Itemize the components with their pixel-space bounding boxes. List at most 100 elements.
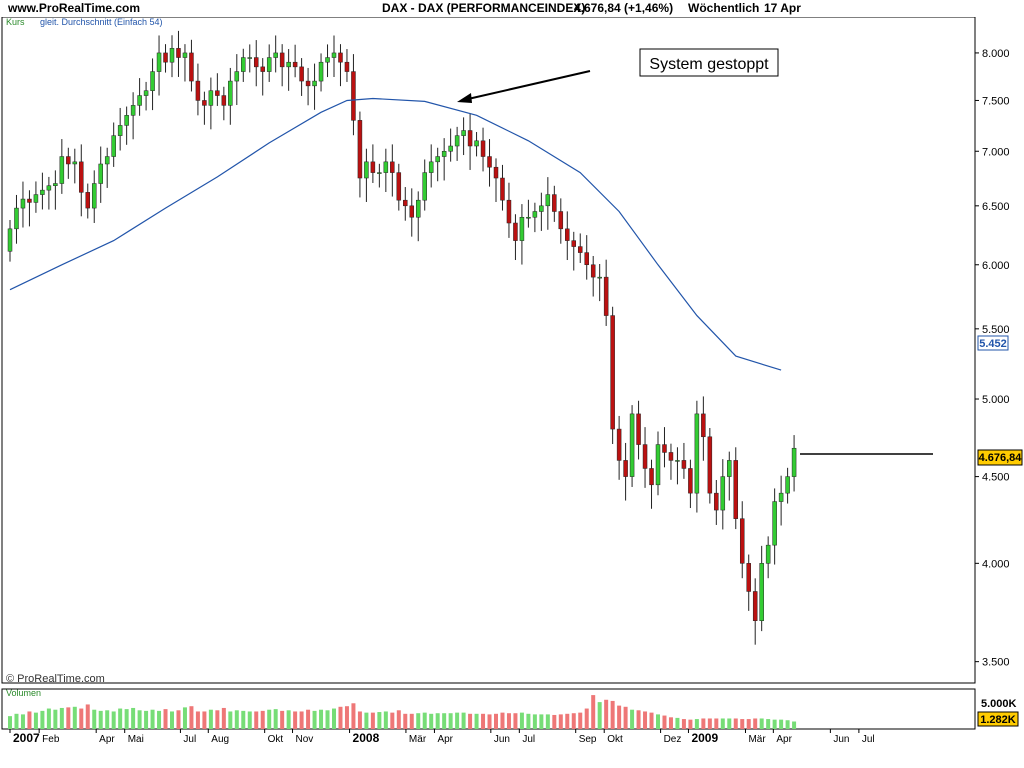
candle-body	[156, 52, 162, 72]
volume-bar	[59, 707, 64, 729]
volume-bar	[118, 708, 123, 729]
annotation-text: System gestoppt	[649, 56, 769, 73]
candle-body	[558, 211, 564, 230]
candle-body	[480, 140, 486, 157]
candle-body	[234, 71, 240, 82]
moving-average-line	[9, 97, 782, 371]
volume-bar	[649, 712, 654, 729]
x-tick-label: Nov	[296, 734, 314, 745]
volume-bar	[202, 711, 207, 729]
candle-body	[714, 492, 719, 511]
candle-body	[435, 156, 440, 163]
volume-bar	[241, 710, 246, 729]
volume-bar	[578, 712, 583, 729]
site-name[interactable]: www.ProRealTime.com	[8, 1, 141, 15]
volume-bar	[604, 699, 609, 729]
volume-bar	[416, 713, 421, 729]
volume-bar	[785, 720, 790, 729]
candle-body	[72, 161, 78, 165]
instrument-name: DAX - DAX (PERFORMANCEINDEX)	[382, 1, 586, 15]
volume-bar	[124, 709, 129, 729]
candle-body	[299, 66, 304, 82]
candle-body	[597, 276, 602, 279]
volume-bar	[176, 710, 181, 729]
volume-bar	[306, 709, 311, 729]
candle-body	[111, 135, 116, 157]
y-tick-label: 5.000	[982, 394, 1010, 406]
volume-bar	[526, 713, 531, 729]
candle-body	[33, 194, 39, 203]
candle-body	[739, 518, 745, 564]
volume-bar	[532, 714, 537, 729]
volume-bar	[429, 713, 434, 729]
volume-bar	[390, 712, 395, 729]
candle-body	[675, 460, 680, 462]
volume-bar	[157, 710, 162, 729]
candle-body	[448, 145, 453, 152]
candle-body	[565, 228, 570, 241]
x-tick-label: Jul	[522, 734, 535, 745]
volume-bar	[448, 713, 453, 729]
volume-bar	[72, 706, 77, 729]
candle-body	[247, 57, 253, 59]
candle-body	[390, 161, 395, 173]
volume-bar	[422, 712, 427, 729]
volume-bar	[273, 709, 278, 729]
x-tick-label: Jul	[862, 734, 875, 745]
candle-body	[694, 413, 700, 494]
volume-bar	[144, 710, 149, 729]
period-label: Wöchentlich	[688, 1, 760, 15]
volume-bar	[558, 714, 563, 729]
volume-bar	[111, 711, 116, 729]
x-tick-label: Okt	[268, 734, 284, 745]
volume-bar	[8, 716, 12, 729]
volume-bar	[539, 714, 544, 729]
volume-bar	[33, 712, 38, 729]
volume-bar	[150, 709, 155, 729]
volume-bar	[552, 714, 557, 729]
candle-body	[331, 52, 337, 58]
y-tick-label: 6.500	[982, 201, 1010, 213]
candle-body	[91, 183, 97, 209]
volume-bar	[189, 706, 194, 729]
candle-body	[513, 222, 518, 241]
chart-canvas[interactable]: 3.500 4.000 4.500 5.000 5.500 6.000 6.500 7.000…	[0, 17, 1024, 768]
candle-body	[318, 61, 324, 82]
volume-bar	[597, 702, 602, 729]
volume-bar	[656, 714, 660, 729]
candle-body	[312, 80, 317, 87]
volume-bar	[370, 712, 375, 729]
candle-body	[98, 163, 103, 184]
volume-bar	[701, 718, 706, 729]
candle-body	[176, 48, 181, 58]
candle-body	[545, 194, 551, 207]
candle-body	[85, 192, 91, 209]
candle-body	[636, 413, 641, 445]
candle-body	[338, 52, 343, 63]
x-tick-label: Jun	[833, 734, 849, 745]
y-tick-label: 3.500	[982, 657, 1010, 669]
candle-body	[720, 476, 726, 511]
annotation-box	[639, 48, 779, 77]
volume-bar	[513, 713, 518, 729]
volume-bar	[720, 718, 725, 729]
volume-bar	[383, 711, 388, 729]
date-label: 17 Apr	[764, 1, 801, 15]
candle-body	[305, 80, 311, 87]
volume-bar	[105, 710, 110, 729]
volume-bar	[474, 713, 479, 729]
candle-body	[104, 156, 110, 165]
ma-price-tag	[977, 335, 1009, 351]
candle-body	[577, 246, 583, 253]
candle-body	[117, 125, 123, 136]
volume-bar	[221, 707, 226, 729]
candle-body	[467, 130, 473, 147]
volume-bar	[53, 709, 58, 729]
candle-body	[493, 166, 499, 179]
volume-bar	[163, 709, 168, 729]
candle-body	[461, 130, 466, 136]
volume-bar	[565, 713, 570, 729]
volume-bar	[46, 708, 51, 729]
x-tick-label: Okt	[607, 734, 623, 745]
volume-bar	[286, 710, 291, 729]
